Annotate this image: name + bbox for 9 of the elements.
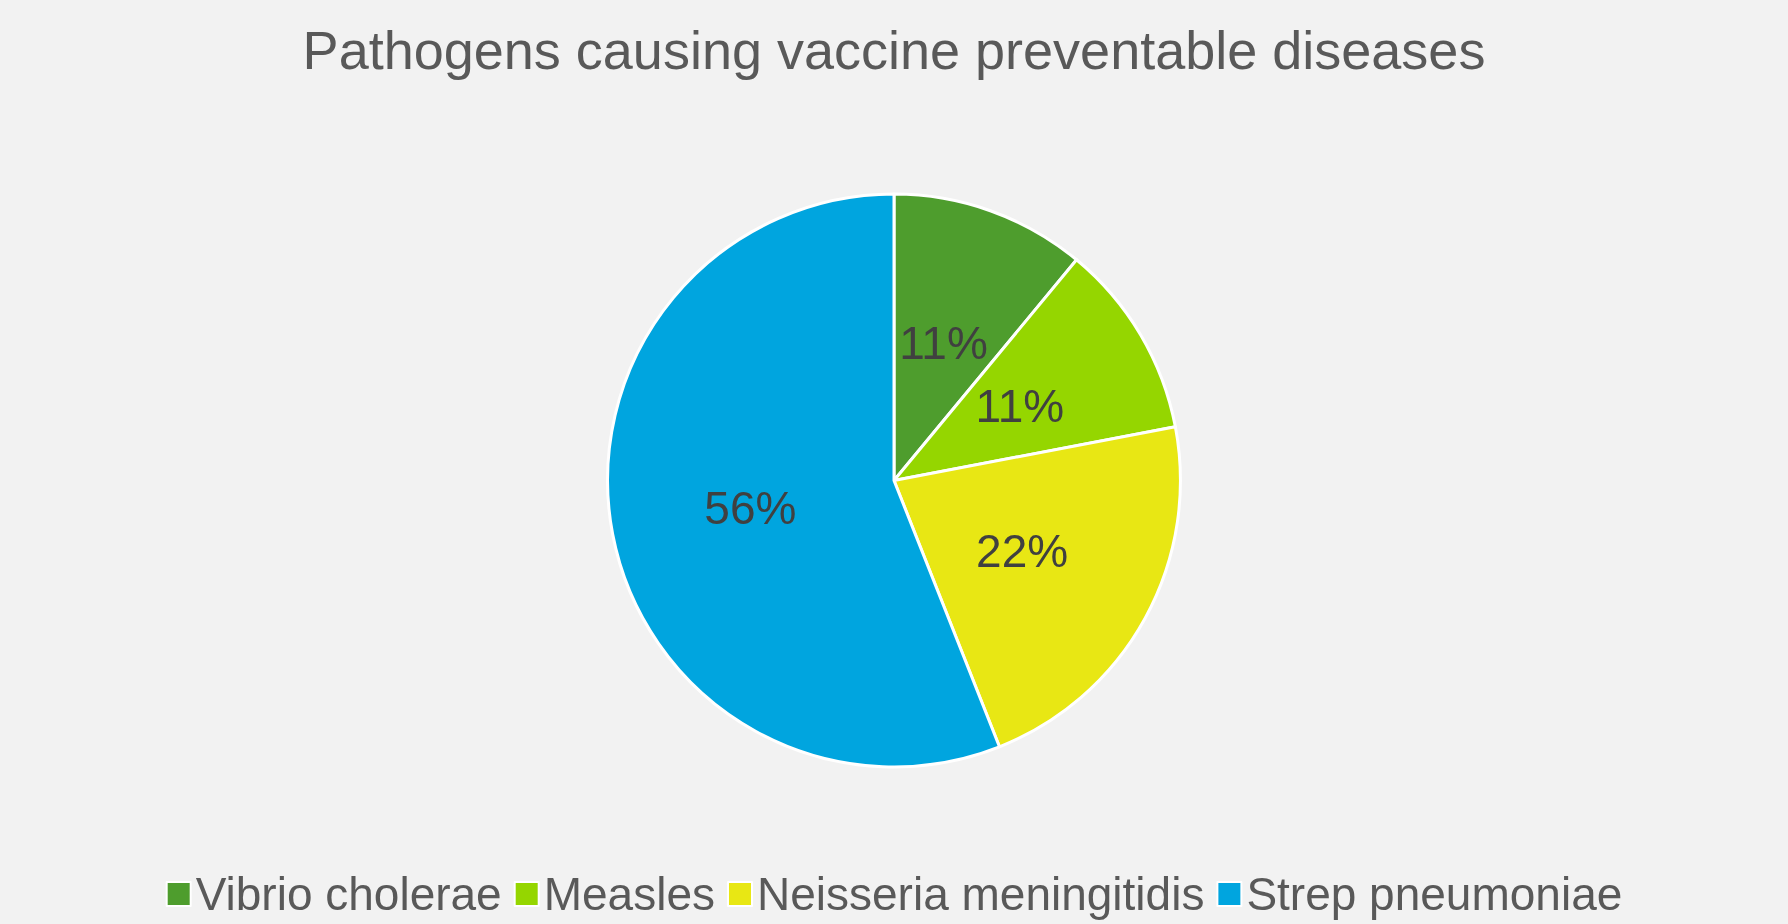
chart-title: Pathogens causing vaccine preventable diseases [302, 20, 1486, 80]
data-label: 11% [899, 316, 988, 369]
legend-label: Measles [543, 868, 715, 920]
legend-label: Strep pneumoniae [1246, 868, 1623, 920]
data-label: 56% [704, 481, 797, 534]
data-label: 11% [975, 380, 1065, 433]
legend-label: Neisseria meningitidis [756, 868, 1205, 920]
data-label: 22% [976, 524, 1069, 577]
legend-label: Vibrio cholerae [195, 868, 502, 920]
